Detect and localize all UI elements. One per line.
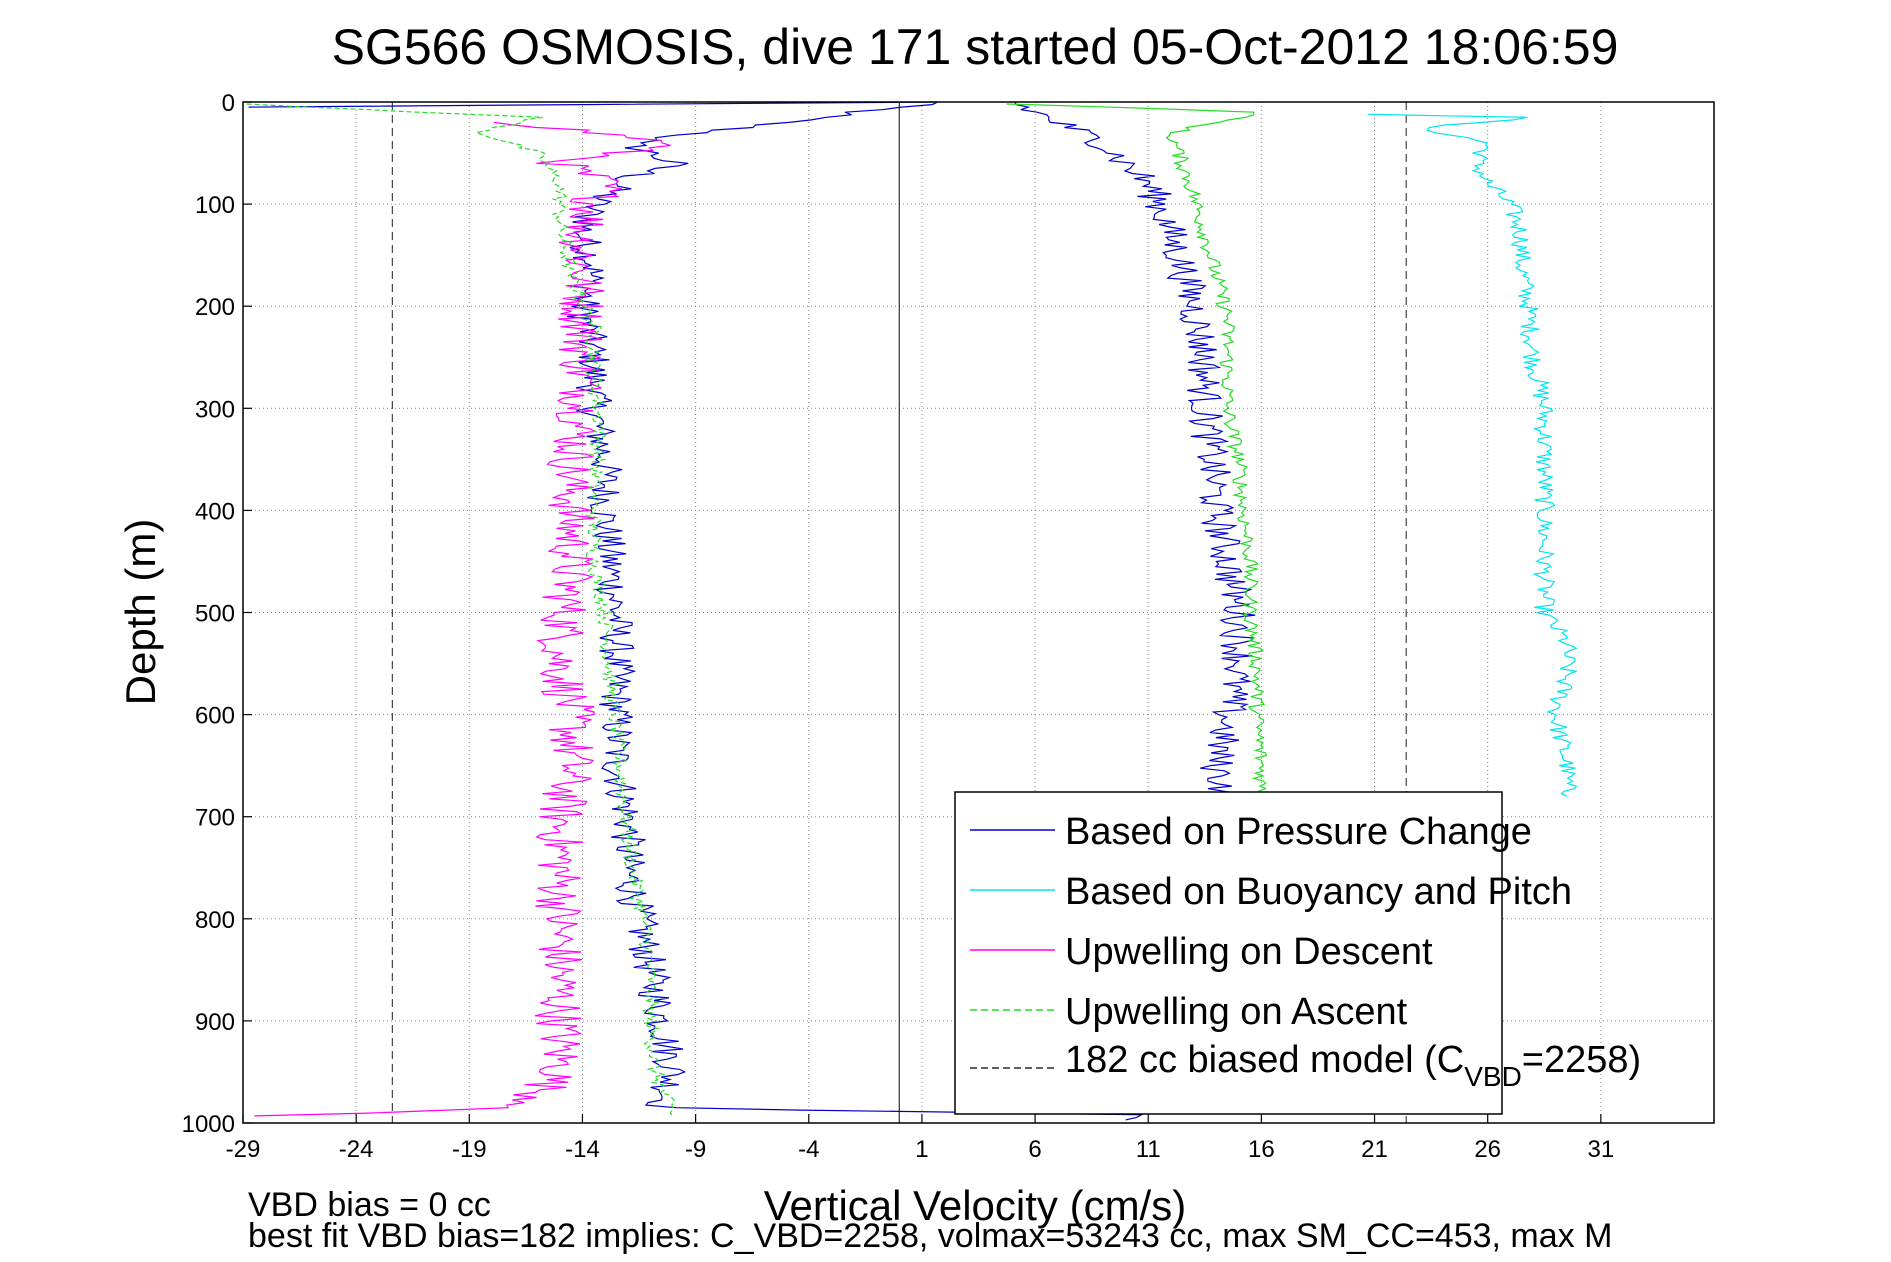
y-tick-label-1: 100 — [195, 192, 235, 219]
series-line-1 — [1368, 113, 1578, 797]
legend-label-buoyancy: Based on Buoyancy and Pitch — [1065, 871, 1572, 913]
y-tick-label-4: 400 — [195, 498, 235, 525]
right-series-line-1 — [1006, 103, 1268, 797]
legend: Based on Pressure Change Based on Buoyan… — [954, 791, 1641, 1115]
series-line-3 — [246, 103, 676, 1117]
x-tick-label-4: -9 — [685, 1136, 706, 1163]
x-tick-label-6: 1 — [915, 1136, 928, 1163]
legend-label-model-main: 182 cc biased model (C — [1065, 1039, 1464, 1081]
y-tick-label-0: 0 — [222, 90, 235, 117]
x-tick-label-1: -24 — [339, 1136, 374, 1163]
legend-label-descent: Upwelling on Descent — [1065, 931, 1433, 973]
x-tick-labels: -29 -24 -19 -14 -9 -4 1 6 11 16 21 26 31 — [226, 1114, 1614, 1163]
right-series-line-0 — [1014, 101, 1256, 797]
y-tick-label-8: 800 — [195, 907, 235, 934]
x-tick-label-9: 16 — [1248, 1136, 1275, 1163]
legend-label-ascent: Upwelling on Ascent — [1065, 991, 1408, 1033]
x-tick-label-12: 31 — [1587, 1136, 1614, 1163]
legend-label-model-end: =2258) — [1522, 1039, 1641, 1081]
y-tick-label-5: 500 — [195, 601, 235, 628]
legend-label-model: 182 cc biased model (CVBD=2258) — [1065, 1039, 1641, 1092]
y-tick-label-3: 300 — [195, 396, 235, 423]
series-line-0 — [248, 101, 1144, 1121]
chart-title: SG566 OSMOSIS, dive 171 started 05-Oct-2… — [332, 19, 1619, 75]
x-tick-label-11: 26 — [1474, 1136, 1501, 1163]
x-tick-label-3: -14 — [565, 1136, 600, 1163]
x-tick-label-8: 11 — [1136, 1136, 1161, 1163]
y-tick-label-10: 1000 — [182, 1111, 235, 1138]
y-tick-label-6: 600 — [195, 703, 235, 730]
legend-box — [954, 791, 1503, 1115]
y-tick-labels: 0 100 200 300 400 500 600 700 800 900 1000 — [182, 90, 252, 1138]
series-group — [246, 101, 1578, 1121]
x-tick-label-10: 21 — [1361, 1136, 1388, 1163]
series-line-2 — [254, 121, 671, 1117]
x-axis-label: Vertical Velocity (cm/s) — [764, 1182, 1186, 1229]
annotation-vbd-bias: VBD bias = 0 cc — [248, 1186, 491, 1224]
legend-label-pressure: Based on Pressure Change — [1065, 811, 1532, 853]
annotation-best-fit: best fit VBD bias=182 implies: C_VBD=225… — [248, 1217, 1612, 1255]
x-tick-label-7: 6 — [1028, 1136, 1041, 1163]
y-tick-label-9: 900 — [195, 1009, 235, 1036]
y-axis-label: Depth (m) — [117, 519, 164, 706]
legend-label-model-sub: VBD — [1464, 1061, 1522, 1092]
x-tick-label-2: -19 — [452, 1136, 487, 1163]
y-tick-label-7: 700 — [195, 805, 235, 832]
x-tick-label-5: -4 — [798, 1136, 819, 1163]
x-tick-label-0: -29 — [226, 1136, 261, 1163]
y-tick-label-2: 200 — [195, 294, 235, 321]
